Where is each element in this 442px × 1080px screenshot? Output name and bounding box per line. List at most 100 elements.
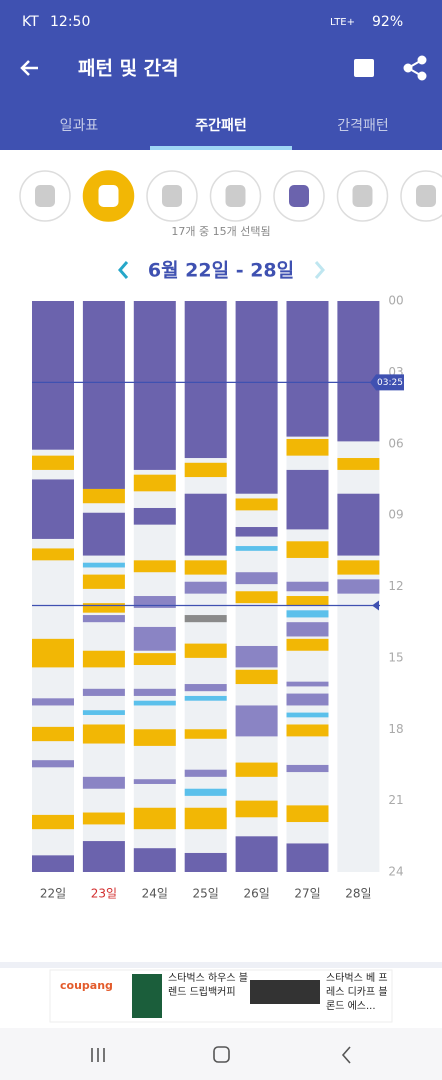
activity-segment (286, 581, 329, 592)
activity-segment (184, 615, 227, 623)
activity-segment (286, 681, 329, 687)
image-button[interactable] (354, 59, 374, 77)
activity-segment (286, 469, 329, 530)
activity-segment (82, 710, 125, 715)
activity-segment (235, 669, 278, 685)
carrier: KT (22, 14, 39, 30)
nav-home[interactable] (213, 1046, 230, 1063)
activity-segment (82, 688, 125, 696)
activity-segment (184, 684, 227, 692)
activity-segment (32, 760, 74, 768)
ad-product1 (132, 974, 162, 1018)
activity-segment (286, 596, 329, 606)
tab[interactable]: 간격패턴 (337, 118, 389, 134)
ad-banner[interactable] (49, 969, 393, 1023)
filter-glyph (98, 185, 119, 207)
activity-segment (82, 512, 125, 556)
activity-segment (286, 693, 329, 706)
activity-segment (133, 779, 176, 784)
tab[interactable]: 주간패턴 (195, 117, 247, 134)
activity-segment (133, 560, 176, 573)
activity-segment (32, 479, 74, 539)
x-tick-label: 28일 (345, 887, 371, 901)
activity-segment (32, 301, 74, 450)
time-label: 03:25 (377, 378, 403, 388)
activity-segment (32, 814, 74, 830)
activity-segment (286, 301, 329, 437)
activity-segment (337, 301, 380, 442)
clock: 12:50 (50, 14, 90, 30)
nav-recent[interactable] (91, 1048, 105, 1062)
activity-segment (133, 653, 176, 666)
y-tick-label: 12 (388, 579, 403, 593)
activity-segment (184, 807, 227, 830)
activity-segment (133, 688, 176, 696)
activity-segment (286, 805, 329, 823)
activity-segment (184, 695, 227, 701)
activity-segment (235, 591, 278, 604)
activity-segment (184, 301, 227, 459)
next-week[interactable] (314, 261, 325, 279)
filter-glyph (162, 185, 182, 207)
x-tick-label: 23일 (91, 887, 117, 901)
y-tick-label: 06 (388, 436, 403, 450)
activity-segment (133, 507, 176, 525)
activity-segment (133, 729, 176, 746)
y-tick-label: 18 (388, 722, 403, 736)
activity-segment (184, 852, 227, 872)
activity-segment (235, 572, 278, 585)
activity-segment (286, 712, 329, 718)
activity-segment (82, 724, 125, 744)
activity-segment (82, 615, 125, 623)
activity-segment (184, 493, 227, 556)
activity-segment (82, 488, 125, 504)
activity-segment (32, 455, 74, 470)
activity-segment (82, 650, 125, 668)
activity-segment (82, 812, 125, 825)
activity-segment (286, 843, 329, 872)
share-button[interactable] (403, 55, 427, 81)
activity-segment (32, 548, 74, 561)
filter-glyph (35, 185, 55, 207)
back-button[interactable] (20, 60, 38, 76)
tab-indicator (150, 146, 292, 150)
time-marker (372, 600, 379, 611)
y-tick-label: 09 (388, 508, 403, 522)
activity-segment (235, 546, 278, 551)
activity-segment (32, 726, 74, 742)
app-title: 패턴 및 간격 (78, 58, 179, 80)
activity-segment (286, 638, 329, 651)
x-tick-label: 26일 (243, 887, 269, 901)
time-badge (370, 374, 404, 391)
activity-segment (82, 603, 125, 613)
activity-segment (133, 301, 176, 470)
activity-segment (133, 596, 176, 608)
activity-segment (337, 493, 380, 556)
activity-segment (32, 638, 74, 668)
filter-glyph (416, 185, 436, 207)
activity-segment (133, 700, 176, 706)
activity-segment (337, 579, 380, 594)
activity-segment (184, 643, 227, 658)
activity-segment (82, 776, 125, 789)
activity-segment (184, 769, 227, 777)
filter-glyph (352, 185, 373, 207)
ad-brand: coupang (60, 979, 113, 992)
network: LTE+ (330, 17, 355, 28)
x-tick-label: 24일 (142, 887, 168, 901)
tab[interactable]: 일과표 (60, 118, 99, 134)
nav-back[interactable] (341, 1046, 351, 1064)
x-tick-label: 25일 (193, 887, 219, 901)
activity-segment (184, 560, 227, 575)
activity-segment (235, 301, 278, 494)
y-tick-label: 21 (388, 793, 403, 807)
prev-week[interactable] (118, 261, 129, 279)
y-tick-label: 24 (388, 865, 403, 879)
filter-glyph (225, 185, 246, 207)
activity-segment (32, 855, 74, 872)
ad-divider (0, 962, 442, 968)
activity-segment (82, 574, 125, 589)
week-title: 6월 22일 - 28일 (148, 260, 294, 282)
activity-segment (235, 705, 278, 737)
